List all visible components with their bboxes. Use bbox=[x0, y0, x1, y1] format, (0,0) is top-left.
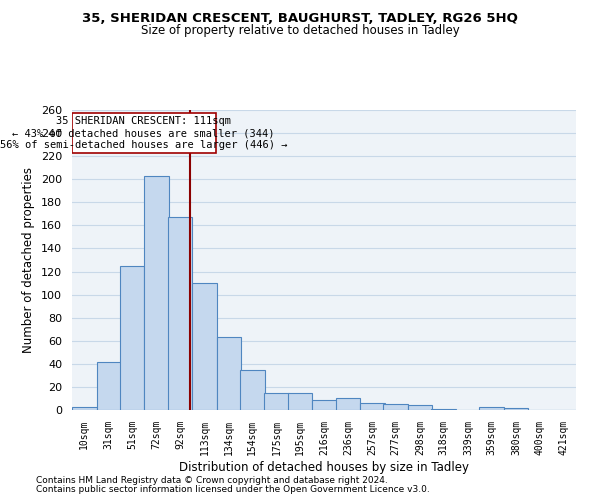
Bar bbox=[240, 370, 265, 410]
Bar bbox=[72, 406, 97, 410]
Bar bbox=[288, 392, 313, 410]
Text: 35 SHERIDAN CRESCENT: 111sqm: 35 SHERIDAN CRESCENT: 111sqm bbox=[56, 116, 231, 126]
FancyBboxPatch shape bbox=[72, 114, 215, 152]
Bar bbox=[503, 408, 528, 410]
Text: Contains HM Land Registry data © Crown copyright and database right 2024.: Contains HM Land Registry data © Crown c… bbox=[36, 476, 388, 485]
Bar bbox=[97, 362, 121, 410]
Bar bbox=[335, 398, 360, 410]
Bar bbox=[313, 400, 337, 410]
Bar bbox=[431, 409, 456, 410]
Bar bbox=[167, 218, 192, 410]
Bar bbox=[479, 406, 503, 410]
Text: 35, SHERIDAN CRESCENT, BAUGHURST, TADLEY, RG26 5HQ: 35, SHERIDAN CRESCENT, BAUGHURST, TADLEY… bbox=[82, 12, 518, 26]
Bar bbox=[145, 176, 169, 410]
Y-axis label: Number of detached properties: Number of detached properties bbox=[22, 167, 35, 353]
Bar bbox=[360, 403, 385, 410]
Bar bbox=[217, 338, 241, 410]
Bar bbox=[120, 266, 145, 410]
Bar bbox=[192, 283, 217, 410]
Bar bbox=[265, 392, 289, 410]
X-axis label: Distribution of detached houses by size in Tadley: Distribution of detached houses by size … bbox=[179, 460, 469, 473]
Text: Size of property relative to detached houses in Tadley: Size of property relative to detached ho… bbox=[140, 24, 460, 37]
Text: ← 43% of detached houses are smaller (344): ← 43% of detached houses are smaller (34… bbox=[13, 128, 275, 138]
Bar bbox=[408, 406, 433, 410]
Text: 56% of semi-detached houses are larger (446) →: 56% of semi-detached houses are larger (… bbox=[0, 140, 287, 150]
Bar bbox=[383, 404, 408, 410]
Text: Contains public sector information licensed under the Open Government Licence v3: Contains public sector information licen… bbox=[36, 485, 430, 494]
